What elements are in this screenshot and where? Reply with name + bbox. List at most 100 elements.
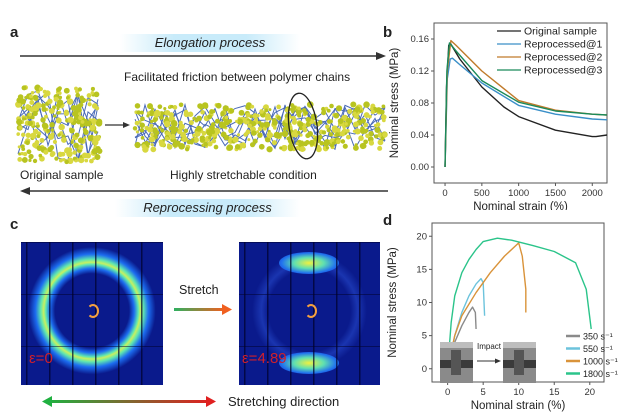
y-tick-label: 0.04 [411,130,430,141]
monomer-bead [33,95,39,102]
monomer-bead [334,132,340,137]
monomer-bead [94,153,101,161]
monomer-bead [25,104,31,109]
monomer-bead [147,126,153,133]
monomer-bead [199,137,206,143]
monomer-bead [192,136,199,143]
monomer-bead [235,119,239,123]
x-tick-label: 1000 [508,188,529,199]
monomer-bead [263,104,269,111]
monomer-bead [284,117,291,124]
monomer-bead [172,141,178,148]
monomer-bead [145,140,149,145]
legend-entry: 1000 s⁻¹ [583,357,618,367]
monomer-bead [295,142,299,146]
monomer-bead [344,122,348,126]
monomer-bead [203,104,209,109]
monomer-bead [353,145,359,151]
monomer-bead [318,119,323,125]
monomer-bead [56,99,64,106]
beam-stop-icon [305,304,317,318]
monomer-bead [158,139,164,145]
monomer-bead [86,93,92,98]
monomer-bead [331,127,338,133]
monomer-bead [163,107,167,111]
monomer-bead [290,115,294,120]
monomer-bead [17,145,21,149]
monomer-bead [66,147,73,153]
monomer-bead [32,158,38,164]
monomer-bead [62,157,66,162]
monomer-bead [207,114,213,120]
monomer-bead [150,132,155,137]
y-tick-label: 10 [416,298,427,309]
panel-c-label: c [10,216,19,233]
x-tick-label: 2000 [582,188,603,199]
monomer-bead [56,111,60,115]
monomer-bead [41,106,47,112]
monomer-bead [72,150,77,155]
monomer-bead [17,157,23,162]
monomer-bead [163,120,171,128]
y-tick-label: 0.00 [411,162,430,173]
monomer-bead [78,102,84,108]
monomer-bead [139,128,145,133]
monomer-bead [199,106,204,110]
monomer-bead [374,134,379,139]
monomer-bead [252,113,258,119]
monomer-bead [84,158,89,163]
monomer-bead [36,134,41,139]
photo-specimen [451,350,461,375]
monomer-bead [194,130,201,137]
monomer-bead [377,132,383,138]
monomer-bead [178,123,185,130]
monomer-bead [46,128,51,133]
monomer-bead [78,157,85,163]
monomer-bead [69,127,75,134]
monomer-bead [291,105,297,110]
monomer-bead [58,91,62,95]
monomer-bead [304,140,310,145]
monomer-bead [43,149,49,155]
monomer-bead [291,131,298,138]
monomer-bead [89,124,96,131]
monomer-bead [331,141,336,145]
monomer-bead [70,105,77,111]
series-line [444,57,608,168]
monomer-bead [92,135,96,139]
y-tick-label: 0.08 [411,98,430,109]
monomer-bead [135,130,139,134]
monomer-bead [42,93,48,99]
monomer-bead [50,150,56,157]
y-axis-label: Nominal stress (MPa) [389,48,401,159]
monomer-bead [64,149,68,153]
monomer-bead [266,146,273,153]
monomer-bead [18,152,22,156]
monomer-bead [39,137,45,143]
monomer-bead [178,120,183,125]
monomer-bead [245,129,251,135]
monomer-bead [363,112,370,119]
monomer-bead [160,128,165,133]
monomer-bead [21,157,28,163]
monomer-bead [132,126,138,131]
monomer-bead [66,98,74,105]
monomer-bead [335,105,343,112]
monomer-bead [264,108,269,113]
strain-label-right: ε=4.89 [242,350,287,367]
monomer-bead [210,129,216,135]
stretched-label: Highly stretchable condition [170,168,317,182]
monomer-bead [50,128,55,132]
monomer-bead [250,121,257,127]
monomer-bead [236,133,241,137]
x-axis-label: Nominal strain (%) [471,400,566,412]
monomer-bead [299,146,306,152]
monomer-bead [325,124,330,130]
monomer-bead [90,90,95,95]
monomer-bead [159,115,164,120]
monomer-bead [164,116,169,121]
monomer-bead [27,120,33,126]
monomer-bead [360,117,367,124]
monomer-bead [158,125,162,130]
monomer-bead [337,118,344,124]
